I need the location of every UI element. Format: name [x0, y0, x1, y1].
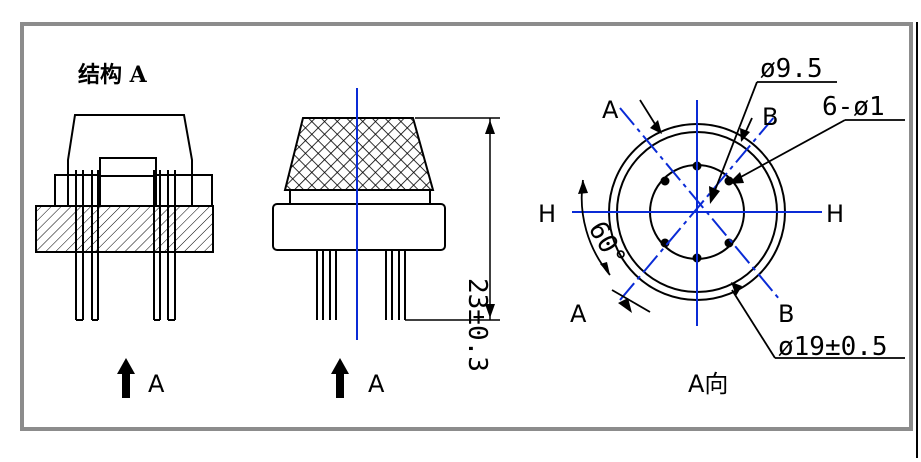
label-B-bottom: B: [778, 300, 794, 328]
holes-label: 6-ø1: [822, 92, 885, 122]
dia-small-arrow: [709, 186, 720, 204]
side-view: [272, 117, 500, 321]
bottom-view-centerlines: [572, 100, 822, 326]
section-A-top-arrow: [650, 120, 662, 134]
angle-label: 60°: [582, 217, 631, 273]
view-arrow-middle: [331, 358, 349, 398]
view-arrow-left-label: A: [148, 370, 165, 398]
angle-arrow-bottom: [600, 262, 610, 275]
label-H-right: H: [826, 200, 844, 228]
view-arrow-left: [117, 358, 135, 398]
dia-large-label: ø19±0.5: [778, 332, 888, 362]
dim-arrow-top: [485, 120, 495, 134]
dia-large-arrow: [731, 282, 742, 296]
dim-arrow-bottom: [485, 304, 495, 318]
angle-arrow-top: [578, 180, 588, 194]
drawing-frame: [20, 22, 913, 431]
label-H-left: H: [538, 200, 556, 228]
structure-label: 结构 A: [78, 62, 148, 88]
holes-arrow: [728, 172, 744, 184]
label-A-bottom: A: [570, 300, 587, 328]
label-A-top: A: [602, 96, 619, 124]
structure-section-view: [35, 114, 214, 321]
view-arrow-middle-label: A: [368, 370, 385, 398]
view-caption: A向: [688, 370, 728, 398]
dia-small-label: ø9.5: [760, 54, 823, 84]
height-dimension: 23±0.3: [462, 278, 492, 372]
section-B-top-arrow: [740, 128, 750, 142]
label-B-top: B: [762, 103, 778, 131]
section-A-bottom-arrow: [618, 298, 632, 313]
